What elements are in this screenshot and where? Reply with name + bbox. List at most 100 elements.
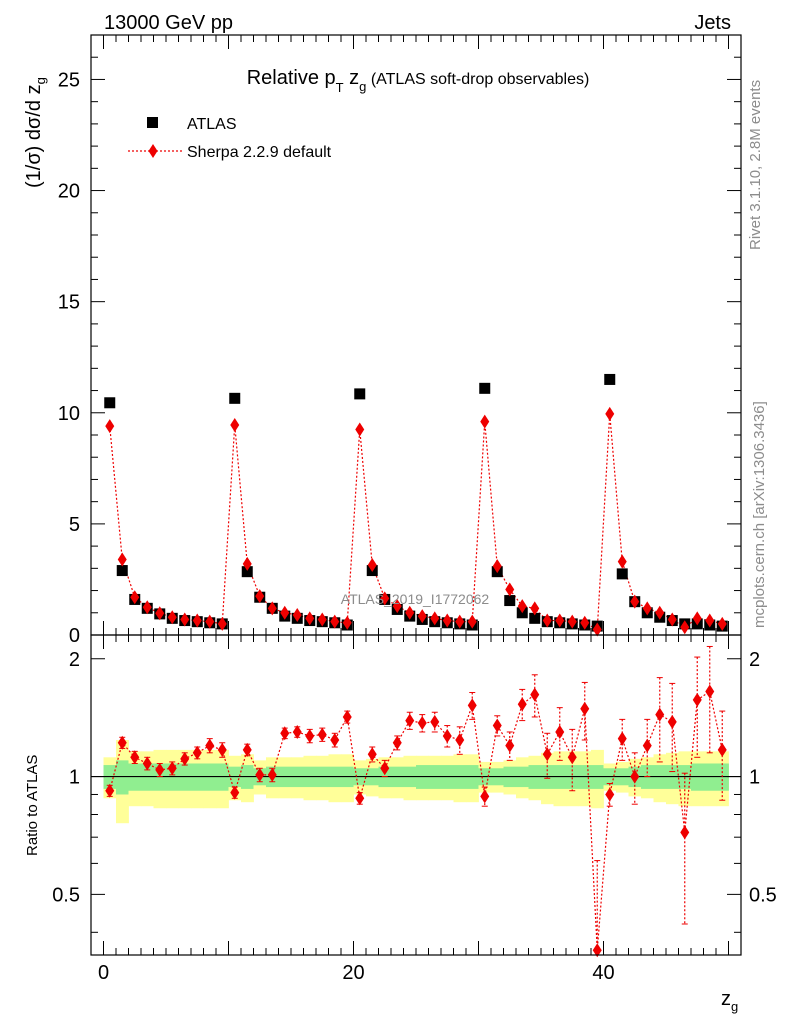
mc-point [230, 418, 240, 432]
mc-point [692, 611, 702, 626]
ratio-point [242, 742, 252, 757]
x-tick-label: 40 [592, 962, 614, 984]
mc-point [455, 614, 465, 629]
ratio-point [605, 787, 615, 802]
ratio-point [530, 687, 540, 702]
ratio-band-inner [116, 760, 129, 795]
data-point [529, 612, 541, 624]
data-point [116, 565, 128, 577]
mc-point [380, 591, 390, 606]
mcplots-label: mcplots.cern.ch [arXiv:1306.3436] [751, 401, 768, 628]
y-tick-label: 5 [69, 514, 80, 536]
mc-point [605, 406, 615, 421]
x-tick-label: 20 [342, 962, 364, 984]
mc-point [180, 612, 190, 627]
ratio-point [630, 769, 640, 784]
data-point [354, 388, 366, 400]
ratio-point [442, 728, 452, 743]
ratio-point [255, 767, 265, 782]
ratio-point [567, 750, 577, 765]
mc-point [267, 601, 277, 616]
mc-point [317, 612, 327, 627]
mc-point [467, 614, 477, 629]
ratio-point [667, 714, 677, 729]
mc-point [192, 613, 202, 628]
ratio-point [192, 745, 202, 760]
ratio-point [217, 742, 227, 757]
mc-point [580, 615, 590, 630]
data-point [479, 382, 491, 394]
mc-point [417, 609, 427, 624]
mc-point [717, 616, 727, 631]
ratio-point [167, 761, 177, 776]
ratio-point [592, 943, 602, 958]
axis-ticks [91, 35, 741, 955]
ratio-point [180, 751, 190, 766]
ratio-y-tick-label: 1 [69, 767, 80, 789]
mc-point [592, 622, 602, 637]
ratio-point [680, 825, 690, 840]
data-point [104, 397, 116, 409]
ratio-point [480, 789, 490, 804]
ratio-point [155, 762, 165, 777]
rivet-label: Rivet 3.1.10, 2.8M events [747, 80, 764, 250]
ratio-point [467, 698, 477, 713]
mc-point [130, 590, 140, 605]
mc-point [655, 605, 665, 620]
ratio-point [330, 733, 340, 748]
mc-point [530, 601, 540, 616]
mc-point [680, 620, 690, 635]
mc-point [667, 612, 677, 627]
ratio-y-axis-label: Ratio to ATLAS [24, 755, 41, 856]
mc-point [205, 614, 215, 629]
mc-point [330, 614, 340, 629]
mc-point [617, 554, 627, 569]
ratio-point [655, 707, 665, 722]
ratio-point [205, 738, 215, 753]
mc-point [705, 613, 715, 628]
mc-point [142, 600, 152, 615]
legend: ATLAS Sherpa 2.2.9 default [128, 116, 332, 161]
mc-point [517, 599, 527, 614]
y-tick-label: 10 [58, 403, 80, 425]
ratio-point [417, 716, 427, 731]
ratio-point [692, 692, 702, 707]
y-tick-label: 20 [58, 181, 80, 203]
data-point [604, 373, 616, 385]
data-point [504, 595, 516, 607]
y-tick-label: 25 [58, 69, 80, 91]
ratio-y-tick-label: 2 [69, 649, 80, 671]
ratio-line-path [109, 690, 723, 951]
data-point [616, 568, 628, 580]
mc-point [367, 558, 377, 572]
ratio-point [455, 733, 465, 748]
ratio-point [617, 731, 627, 746]
legend-data-marker [147, 117, 158, 128]
energy-label: 13000 GeV pp [104, 12, 233, 34]
mc-point [642, 601, 652, 616]
y-tick-label: 0 [69, 625, 80, 647]
legend-mc-label: Sherpa 2.2.9 default [187, 144, 332, 161]
mc-point [167, 610, 177, 625]
ratio-point [305, 728, 315, 743]
mc-point [505, 582, 515, 597]
ratio-point [280, 726, 290, 741]
mc-point [342, 615, 352, 630]
ratio-point [142, 756, 152, 771]
ratio-point [380, 761, 390, 776]
mc-point [155, 606, 165, 621]
mc-point [217, 616, 227, 631]
mc-point [117, 552, 127, 567]
mc-point [430, 611, 440, 626]
mc-point [242, 556, 252, 571]
ratio-point [355, 791, 365, 806]
mc-point [630, 594, 640, 609]
ratio-point [392, 735, 402, 750]
mc-point [292, 608, 302, 622]
ratio-y-tick-label: 0.5 [52, 884, 80, 906]
mc-point [442, 613, 452, 628]
axis-tick-labels: 0 20 40 0 5 10 15 20 25 0.5 0.5 1 1 2 2 [52, 69, 777, 984]
ratio-point [505, 738, 515, 753]
mc-point [405, 605, 415, 620]
